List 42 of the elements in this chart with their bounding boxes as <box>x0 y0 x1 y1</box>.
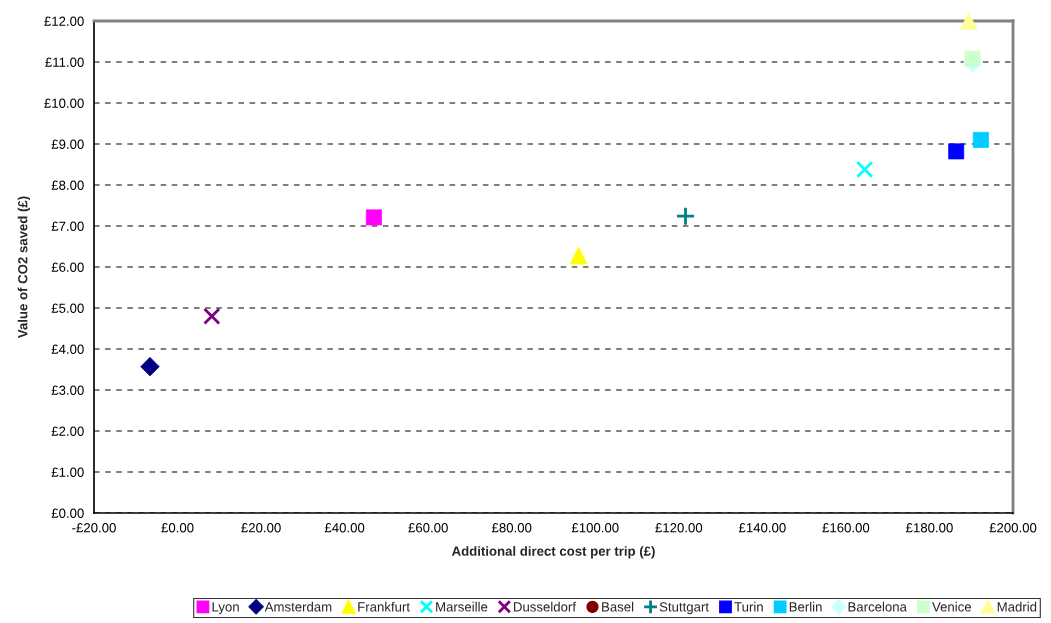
y-tick-label: £4.00 <box>51 344 84 354</box>
point <box>675 206 696 227</box>
y-tick-label: £8.00 <box>51 180 84 190</box>
x-tick-label: £0.00 <box>161 523 194 533</box>
x-tick-label: £160.00 <box>822 523 870 533</box>
legend-label: Amsterdam <box>264 601 332 612</box>
y-tick-label: £10.00 <box>44 98 84 108</box>
x-tick-label: £20.00 <box>241 523 281 533</box>
y-tick-label: £1.00 <box>51 467 84 477</box>
y-tick-label: £3.00 <box>51 385 84 395</box>
legend-label: Berlin <box>789 601 822 612</box>
legend-label: Lyon <box>212 602 239 615</box>
point <box>856 160 874 179</box>
y-tick-label: £12.00 <box>44 16 84 26</box>
legend-label: Basel <box>602 601 634 612</box>
legend-label: Madrid <box>997 601 1037 612</box>
legend-label: Turin <box>734 601 763 612</box>
y-tick-label: £6.00 <box>51 262 84 272</box>
x-tick-label: £140.00 <box>738 523 786 533</box>
legend-label: Frankfurt <box>358 601 410 612</box>
x-tick-label: £180.00 <box>905 523 953 533</box>
x-tick-label: £200.00 <box>989 523 1037 533</box>
y-tick-label: £11.00 <box>45 57 84 67</box>
y-tick-label: £9.00 <box>51 139 84 149</box>
x-tick-label: £120.00 <box>655 523 703 533</box>
legend-label: Venice <box>932 601 972 612</box>
x-tick-label: £80.00 <box>491 523 532 533</box>
legend-label: Dusseldorf <box>514 601 577 612</box>
y-tick-label: £7.00 <box>51 221 84 231</box>
y-tick-label: £5.00 <box>51 303 84 313</box>
x-tick-label: £40.00 <box>324 523 365 533</box>
x-tick-label: £60.00 <box>408 523 448 533</box>
y-tick-label: £2.00 <box>51 426 84 436</box>
x-tick-label: £100.00 <box>571 523 619 533</box>
legend-label: Stuttgart <box>659 602 709 615</box>
legend-label: Marseille <box>436 601 488 612</box>
y-tick-label: £0.00 <box>51 508 84 518</box>
x-axis-title: Additional direct cost per trip (£) <box>451 546 655 559</box>
x-tick-label: -£20.00 <box>72 523 116 533</box>
y-axis-title: Value of CO2 saved (£) <box>17 196 31 339</box>
legend-label: Barcelona <box>848 601 907 612</box>
point <box>203 307 221 325</box>
